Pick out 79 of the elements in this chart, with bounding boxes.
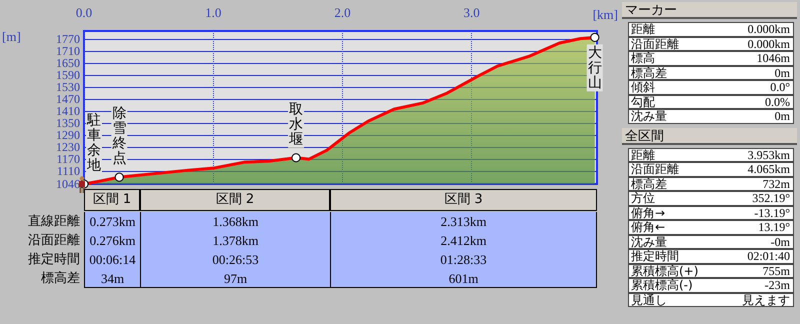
text: 34m — [84, 269, 140, 288]
text: 方位 — [631, 191, 655, 205]
text: 沿面距離 — [631, 162, 679, 176]
text: -0m — [770, 234, 790, 248]
text: 推定時間 — [27, 251, 80, 269]
text: 0m — [774, 109, 790, 123]
x-tick-label: 0.0 — [76, 5, 92, 20]
text: マーカー — [622, 2, 797, 19]
text: 全区間 — [622, 128, 797, 144]
text: 0.273km — [84, 212, 140, 231]
text: 0m — [774, 66, 790, 80]
text: 01:28:33 — [330, 250, 597, 269]
text: 1046m — [756, 51, 790, 65]
annotation: 除雪終点 — [111, 106, 126, 167]
text: 沿面距離 — [27, 232, 80, 250]
text: -13.19° — [754, 206, 790, 220]
text: 601m — [330, 269, 597, 288]
text: 1.378km — [140, 231, 330, 250]
text: 0.0% — [765, 94, 790, 108]
y-tick-label: 1290 — [56, 128, 80, 142]
text: 00:06:14 — [84, 250, 140, 269]
text: 俯角→ — [631, 206, 666, 220]
text: 0.000km — [748, 36, 790, 50]
text: 沈み量 — [631, 234, 667, 248]
text: 区間 2 — [140, 189, 330, 211]
text: 俯角← — [631, 220, 666, 234]
y-tick-label: 1710 — [56, 44, 80, 58]
x-tick-label: 1.0 — [205, 5, 222, 20]
text: 沈み量 — [631, 109, 667, 123]
text: 区間 3 — [330, 189, 597, 211]
text: 352.19° — [752, 191, 790, 205]
text: 区間 1 — [84, 189, 140, 211]
text: 勾配 — [631, 94, 655, 108]
text: 755m — [762, 264, 790, 278]
y-tick-label: 1650 — [56, 56, 80, 70]
text: 3.953km — [748, 148, 790, 162]
y-tick-label: 1590 — [56, 68, 80, 82]
x-tick-label: 2.0 — [334, 5, 351, 20]
text: 0.276km — [84, 231, 140, 250]
text: 1.368km — [140, 212, 330, 231]
text: 距離 — [631, 148, 655, 162]
text: 13.19° — [758, 220, 790, 234]
text: 見通し — [631, 292, 667, 306]
text: 97m — [140, 269, 330, 288]
text: 直線距離 — [27, 213, 80, 231]
text: 4.065km — [748, 162, 790, 176]
text: 沿面距離 — [631, 36, 679, 50]
annotation: 取水堰 — [288, 101, 304, 148]
y-tick-label: 1170 — [56, 152, 80, 166]
text: 0.000km — [748, 22, 790, 36]
text: 標高 — [631, 51, 655, 65]
text: 2.313km — [330, 212, 597, 231]
x-tick-label: 3.0 — [464, 5, 480, 20]
text: -23m — [764, 278, 790, 292]
x-axis-title: [km] — [592, 7, 618, 22]
y-axis-title: [m] — [2, 29, 21, 44]
annotation: 大行山 — [588, 44, 602, 91]
y-tick-label: 1230 — [56, 140, 80, 154]
text: 2.412km — [330, 231, 597, 250]
y-tick-label: 1470 — [56, 92, 80, 106]
text: 0.0° — [770, 80, 790, 94]
text: 傾斜 — [631, 80, 655, 94]
text: 標高差 — [40, 270, 80, 288]
text: 標高差 — [631, 176, 667, 190]
text: 累積標高(+) — [631, 264, 698, 278]
annotation: 駐車余地 — [86, 112, 101, 174]
text: 標高差 — [631, 66, 667, 80]
text: 累積標高(-) — [631, 278, 693, 292]
y-tick-label: 1350 — [56, 116, 80, 130]
text: 00:26:53 — [140, 250, 330, 269]
y-tick-label: 1530 — [56, 80, 80, 94]
text: 732m — [762, 176, 790, 190]
y-tick-label: 1770 — [56, 32, 80, 46]
y-tick-label: 1110 — [56, 164, 80, 178]
text: 見えます — [742, 292, 790, 306]
text: 距離 — [631, 22, 655, 36]
text: 推定時間 — [631, 249, 679, 263]
y-tick-label: 1410 — [56, 104, 80, 118]
text: 02:01:40 — [747, 249, 790, 263]
